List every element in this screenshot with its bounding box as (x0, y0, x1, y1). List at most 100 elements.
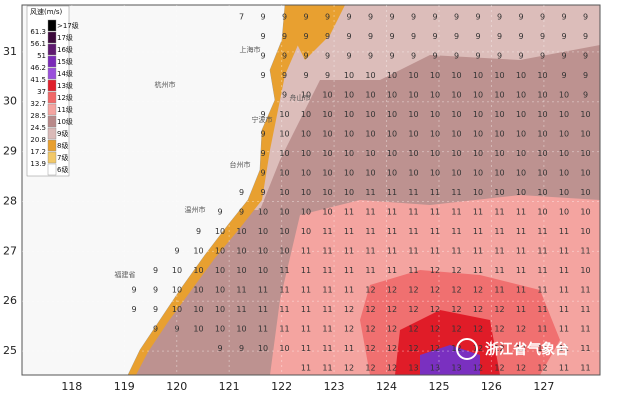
wind-level: 10 (580, 266, 590, 275)
x-tick-label: 126 (481, 380, 502, 393)
wind-level: 11 (473, 227, 483, 236)
wind-level: 10 (301, 169, 311, 178)
wind-level: 10 (516, 71, 526, 80)
wind-level: 10 (494, 149, 504, 158)
legend-speed: 37 (37, 88, 46, 96)
wind-level: 9 (540, 32, 545, 41)
y-tick-label: 31 (3, 45, 17, 58)
wind-level: 9 (497, 13, 502, 22)
wind-level: 11 (494, 286, 504, 295)
wind-level: 11 (387, 188, 397, 197)
wind-level: 10 (193, 266, 203, 275)
wind-level: 10 (258, 247, 268, 256)
wind-level: 11 (408, 247, 418, 256)
wind-level: 11 (494, 227, 504, 236)
wind-level: 10 (279, 149, 289, 158)
wind-level: 11 (344, 286, 354, 295)
wind-level: 10 (322, 130, 332, 139)
wind-level: 11 (301, 266, 311, 275)
wind-level: 12 (516, 325, 526, 334)
wind-level: 11 (301, 364, 311, 373)
wind-level: 11 (516, 247, 526, 256)
wind-level: 11 (537, 305, 547, 314)
wind-level: 11 (580, 247, 590, 256)
legend-speed: 20.8 (30, 136, 46, 144)
wind-level: 12 (430, 325, 440, 334)
wind-level: 10 (516, 110, 526, 119)
wind-level: 11 (301, 305, 311, 314)
wind-level: 11 (580, 286, 590, 295)
wind-level: 10 (322, 149, 332, 158)
wind-level: 10 (322, 188, 332, 197)
wind-level: 9 (217, 208, 222, 217)
wind-level: 11 (322, 286, 332, 295)
place-name: 杭州市 (155, 80, 176, 89)
wind-level: 10 (430, 71, 440, 80)
wind-level: 10 (494, 110, 504, 119)
wind-level: 9 (518, 32, 523, 41)
wind-level: 11 (580, 364, 590, 373)
wind-level: 11 (580, 344, 590, 353)
wind-level: 12 (451, 266, 461, 275)
wind-level: 11 (516, 227, 526, 236)
wind-level: 12 (387, 325, 397, 334)
wind-level: 11 (301, 247, 311, 256)
wind-level: 11 (559, 305, 569, 314)
x-tick-label: 120 (166, 380, 187, 393)
wind-level: 13 (408, 364, 418, 373)
wind-level: 11 (408, 208, 418, 217)
wind-level: 12 (494, 305, 504, 314)
wind-level: 11 (537, 344, 547, 353)
wind-level: 9 (583, 13, 588, 22)
wind-level: 10 (430, 149, 440, 158)
wind-level: 11 (516, 305, 526, 314)
wind-level: 10 (279, 247, 289, 256)
legend-swatch (47, 55, 57, 68)
wind-level: 10 (279, 110, 289, 119)
wind-level: 12 (430, 305, 440, 314)
wind-level: 12 (451, 305, 461, 314)
wind-level: 10 (387, 91, 397, 100)
wind-level: 9 (131, 286, 136, 295)
wind-level: 10 (430, 169, 440, 178)
legend-title: 风速(m/s) (30, 8, 63, 16)
wind-level: 11 (559, 364, 569, 373)
wind-level: 9 (325, 52, 330, 61)
wind-level: 10 (172, 266, 182, 275)
wind-level: 12 (430, 344, 440, 353)
legend-swatch (47, 19, 57, 32)
wind-level: 10 (408, 149, 418, 158)
wind-level: 11 (559, 325, 569, 334)
wind-level: 9 (239, 208, 244, 217)
wind-level: 10 (322, 208, 332, 217)
wind-level: 11 (537, 286, 547, 295)
wind-level: 10 (408, 110, 418, 119)
legend-swatch (47, 43, 57, 56)
wind-level: 11 (387, 227, 397, 236)
wind-level: 10 (451, 110, 461, 119)
wind-level: 11 (387, 208, 397, 217)
wind-level: 9 (432, 32, 437, 41)
wind-level: 11 (580, 325, 590, 334)
wind-level: 9 (303, 71, 308, 80)
wind-level: 10 (580, 149, 590, 158)
wind-level: 11 (322, 344, 332, 353)
wind-level: 10 (516, 169, 526, 178)
wind-level: 9 (260, 188, 265, 197)
wind-level: 9 (131, 305, 136, 314)
legend-swatch (47, 103, 57, 116)
wind-level: 11 (537, 266, 547, 275)
wind-level: 11 (365, 208, 375, 217)
wind-level: 10 (301, 130, 311, 139)
wind-level: 10 (559, 110, 569, 119)
wind-level: 10 (580, 110, 590, 119)
wind-level: 11 (344, 344, 354, 353)
wind-level: 11 (365, 266, 375, 275)
legend-speed: 13.9 (30, 160, 46, 168)
wind-level: 10 (580, 208, 590, 217)
wind-level: 11 (344, 208, 354, 217)
wind-level: 10 (559, 208, 569, 217)
wind-level: 10 (387, 71, 397, 80)
wind-level: 9 (518, 52, 523, 61)
wind-level: 10 (473, 110, 483, 119)
